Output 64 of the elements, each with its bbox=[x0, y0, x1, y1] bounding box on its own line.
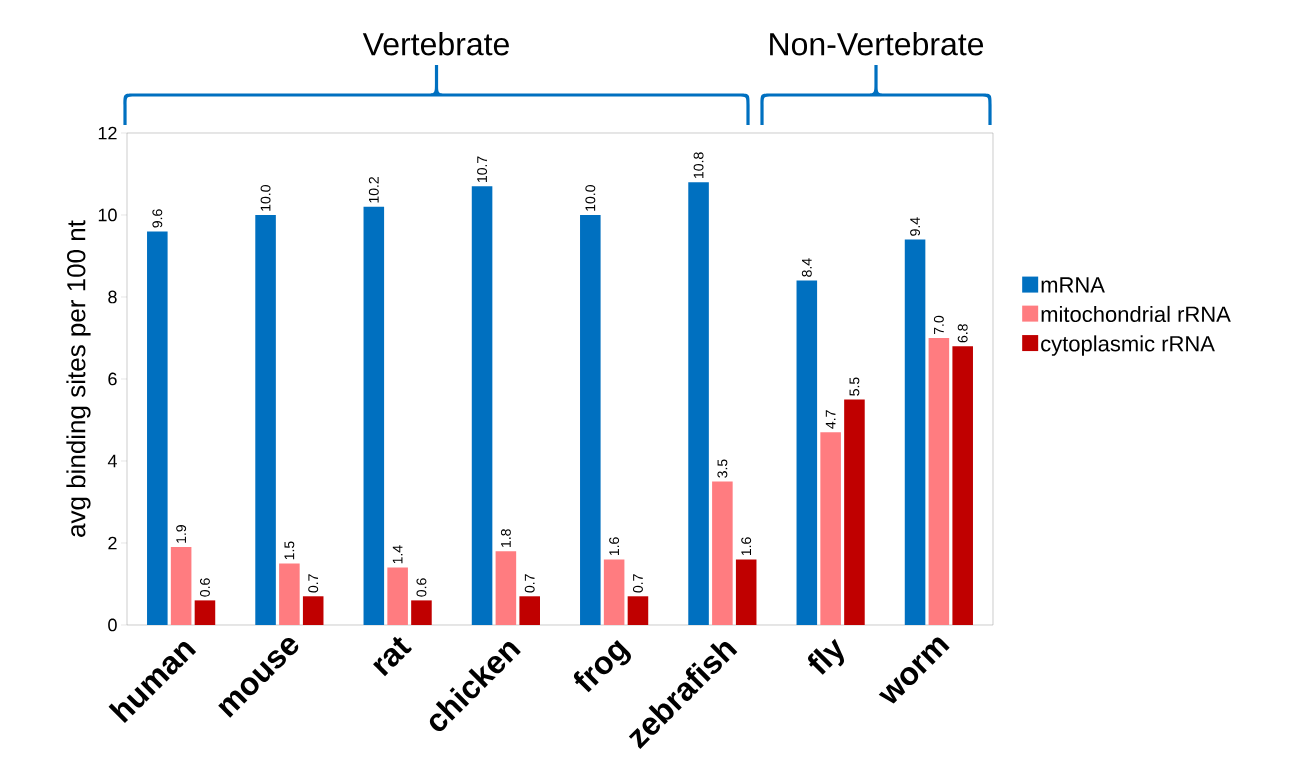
data-label: 0.7 bbox=[308, 574, 319, 593]
bar bbox=[255, 214, 276, 625]
bar bbox=[363, 206, 385, 625]
y-tick-label: 8 bbox=[108, 290, 117, 304]
data-label: 9.4 bbox=[910, 217, 921, 236]
bar bbox=[302, 596, 324, 625]
bar bbox=[603, 559, 625, 625]
y-tick-label: 6 bbox=[108, 372, 117, 386]
data-label: 1.9 bbox=[176, 525, 187, 543]
data-label: 5.5 bbox=[849, 377, 860, 396]
bar bbox=[194, 600, 216, 625]
data-label: 10.8 bbox=[693, 152, 704, 178]
y-tick-label: 0 bbox=[108, 618, 117, 632]
bar bbox=[796, 280, 818, 625]
bar bbox=[495, 551, 517, 625]
y-tick-label: 12 bbox=[98, 126, 117, 140]
legend-label: mRNA bbox=[1041, 277, 1105, 293]
y-tick-label: 10 bbox=[98, 208, 117, 222]
x-tick-label: fly bbox=[808, 638, 845, 675]
data-label: 10.7 bbox=[477, 156, 488, 183]
data-label: 1.8 bbox=[500, 529, 511, 547]
bar bbox=[387, 567, 408, 625]
data-label: 4.7 bbox=[825, 410, 836, 429]
text: Non-Vertebrate bbox=[770, 31, 984, 56]
x-tick-label: rat bbox=[373, 636, 412, 677]
bar bbox=[279, 563, 300, 625]
bar bbox=[712, 481, 733, 625]
bar bbox=[411, 600, 432, 625]
y-tick-label: 2 bbox=[108, 536, 117, 550]
legend-label: mitochondrial rRNA bbox=[1041, 305, 1231, 323]
x-tick-label: frog bbox=[573, 640, 631, 693]
data-label: 7.0 bbox=[933, 315, 944, 335]
bar bbox=[928, 337, 950, 625]
data-label: 10.2 bbox=[368, 177, 379, 203]
data-label: 1.5 bbox=[284, 541, 295, 560]
data-label: 1.6 bbox=[609, 537, 620, 556]
data-label: 0.7 bbox=[524, 574, 535, 593]
data-label: 0.6 bbox=[416, 578, 427, 597]
bar bbox=[627, 596, 649, 625]
bar bbox=[471, 186, 493, 625]
data-label: 10.0 bbox=[585, 185, 596, 211]
data-label: 1.4 bbox=[392, 545, 403, 564]
data-label: 0.7 bbox=[632, 574, 643, 593]
legend-label: cytoplasmic rRNA bbox=[1041, 335, 1215, 356]
bar bbox=[844, 399, 865, 625]
bar bbox=[688, 182, 709, 625]
bar bbox=[147, 231, 168, 625]
data-label: 6.8 bbox=[957, 324, 968, 343]
bar bbox=[904, 239, 926, 625]
text: Vertebrate bbox=[362, 31, 509, 56]
data-label: 10.0 bbox=[260, 185, 271, 211]
y-tick-label: 4 bbox=[107, 454, 117, 468]
bar bbox=[952, 346, 973, 625]
bar bbox=[580, 214, 601, 625]
data-label: 1.6 bbox=[741, 537, 752, 556]
bar bbox=[170, 547, 192, 625]
bar bbox=[519, 596, 540, 625]
data-label: 9.6 bbox=[152, 209, 163, 228]
data-label: 8.4 bbox=[801, 258, 812, 277]
data-label: 3.5 bbox=[717, 459, 728, 478]
data-label: 0.6 bbox=[199, 578, 210, 597]
bar bbox=[735, 559, 757, 625]
bar bbox=[820, 432, 841, 625]
y-axis-title: avg binding sites per 100 nt bbox=[66, 220, 91, 537]
